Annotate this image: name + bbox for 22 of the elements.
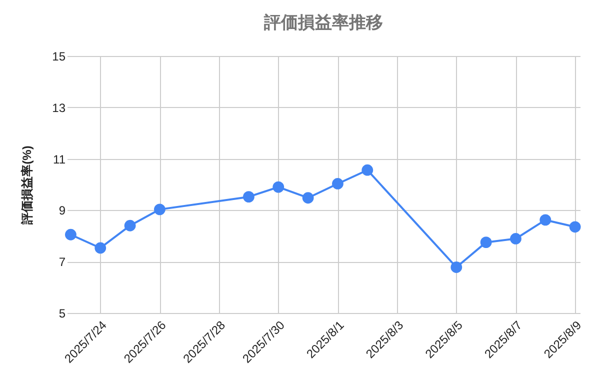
point: [154, 204, 166, 216]
point: [302, 192, 314, 204]
y-tick-label: 7: [58, 255, 66, 270]
y-tick-label: 5: [58, 306, 66, 320]
chart-title: 評価損益率推移: [263, 13, 383, 32]
y-tick-label: 15: [52, 50, 66, 64]
point: [510, 233, 522, 244]
point: [480, 236, 492, 248]
point: [569, 221, 581, 233]
point: [243, 191, 254, 203]
point: [124, 220, 136, 232]
point: [332, 178, 344, 190]
point: [450, 262, 462, 273]
y-tick-label: 13: [52, 100, 66, 115]
point: [272, 181, 284, 193]
y-axis-title: 評価損益率(%): [20, 146, 34, 226]
point: [540, 214, 552, 226]
y-tick-label: 9: [58, 204, 66, 218]
point: [65, 228, 76, 240]
point: [94, 242, 106, 254]
point: [362, 164, 374, 176]
y-tick-label: 11: [53, 152, 66, 166]
